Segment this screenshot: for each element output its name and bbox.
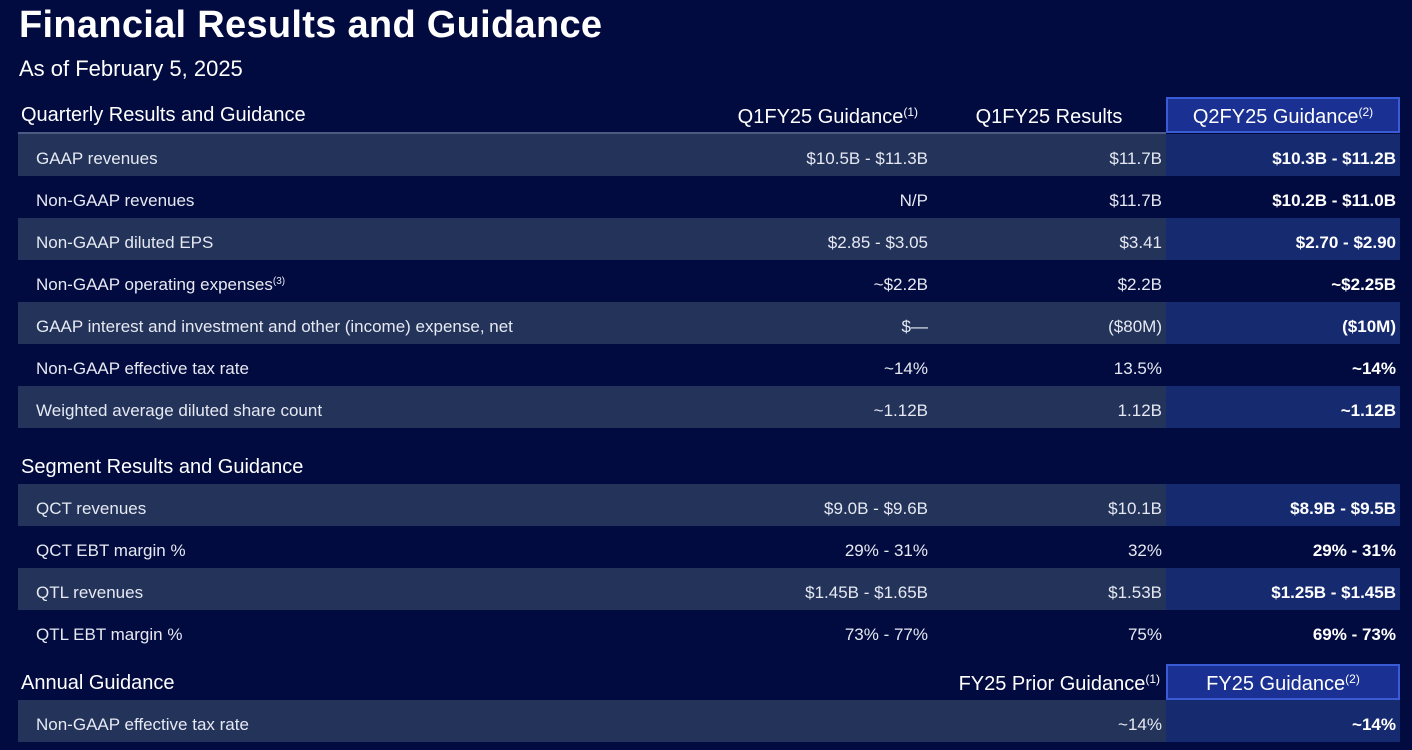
header-fy25-prior-guidance: FY25 Prior Guidance(1) (959, 664, 1160, 700)
q2-guidance-value: ~1.12B (1166, 386, 1400, 428)
footnote-marker: (1) (903, 105, 918, 119)
header-divider (18, 132, 1166, 134)
fy25-prior-guidance-value: ~14% (1118, 715, 1162, 734)
q1-results-value: $10.1B (1108, 499, 1162, 518)
q1-results-value: $11.7B (1109, 191, 1162, 210)
q1-results-value: 32% (1127, 541, 1162, 560)
row-label: QTL EBT margin % (36, 610, 182, 660)
row-label-text: Weighted average diluted share count (36, 401, 323, 420)
q2-guidance-value: $10.3B - $11.2B (1166, 134, 1400, 176)
q1-guidance-value: $2.85 - $3.05 (827, 233, 928, 252)
row-label: QCT EBT margin % (36, 526, 186, 576)
row-label-text: QTL EBT margin % (36, 625, 183, 644)
q1-guidance-value: 29% - 31% (844, 541, 928, 560)
q1-guidance-value: $1.45B - $1.65B (805, 583, 928, 602)
q2-guidance-value: 29% - 31% (1312, 541, 1396, 560)
row-label: Non-GAAP diluted EPS (36, 218, 213, 268)
q2-guidance-value: $2.70 - $2.90 (1166, 218, 1400, 260)
row-label: GAAP interest and investment and other (… (36, 302, 513, 352)
q2-guidance-value: $10.2B - $11.0B (1272, 191, 1396, 210)
q1-results-value: $11.7B (1109, 149, 1162, 168)
q2-guidance-value: ($10M) (1166, 302, 1400, 344)
row-label-text: QTL revenues (36, 583, 144, 602)
q1-guidance-value: $10.5B - $11.3B (806, 149, 928, 168)
row-label: Non-GAAP effective tax rate (36, 715, 249, 734)
q1-results-value: $1.53B (1108, 583, 1162, 602)
row-label-text: GAAP interest and investment and other (… (36, 317, 513, 336)
q1-results-value: ($80M) (1108, 317, 1162, 336)
row-label: QCT revenues (36, 484, 146, 534)
row-label: Non-GAAP operating expenses(3) (36, 260, 285, 310)
q1-guidance-value: N/P (899, 191, 928, 210)
header-label: Q1FY25 Guidance (737, 106, 904, 128)
table-row: Non-GAAP operating expenses(3) ~$2.2B $2.2… (18, 260, 1400, 302)
row-label-text: QCT revenues (36, 499, 147, 518)
table-row: QCT EBT margin % 29% - 31% 32% 29% - 31% (18, 526, 1400, 568)
q2-guidance-value: $1.25B - $1.45B (1166, 568, 1400, 610)
row-label: Non-GAAP revenues (36, 176, 194, 226)
fy25-guidance-value: ~14% (1166, 700, 1400, 742)
table-row: Weighted average diluted share count ~1.1… (18, 386, 1400, 428)
footnote-marker: (3) (272, 276, 286, 287)
row-label-text: Non-GAAP effective tax rate (36, 359, 249, 378)
row-label: Non-GAAP effective tax rate (36, 344, 249, 394)
q1-guidance-value: ~14% (884, 359, 928, 378)
header-label: Q1FY25 Results (975, 106, 1123, 128)
header-fy25-guidance: FY25 Guidance(2) (1166, 664, 1400, 700)
header-q2-guidance: Q2FY25 Guidance(2) (1166, 97, 1400, 133)
q1-results-value: 75% (1127, 625, 1162, 644)
header-q1-guidance: Q1FY25 Guidance(1) (738, 97, 918, 133)
row-label-text: GAAP revenues (36, 149, 158, 168)
row-label: QTL revenues (36, 568, 143, 618)
footnote-marker: (2) (1358, 105, 1374, 119)
row-label-text: QCT EBT margin % (36, 541, 186, 560)
row-label-text: Non-GAAP operating expenses (36, 275, 273, 294)
header-label: FY25 Guidance (1206, 673, 1346, 695)
q1-guidance-value: ~$2.2B (873, 275, 928, 294)
header-q1-results: Q1FY25 Results (932, 97, 1166, 133)
annual-heading: Annual Guidance (21, 672, 175, 694)
row-label-text: Non-GAAP diluted EPS (36, 233, 214, 252)
header-label: FY25 Prior Guidance (958, 673, 1146, 695)
table-row: Non-GAAP effective tax rate ~14% 13.5% ~14% (18, 344, 1400, 386)
q1-results-value: $3.41 (1119, 233, 1162, 252)
table-row: Non-GAAP effective tax rate ~14% ~14% (18, 700, 1400, 742)
q1-guidance-value: 73% - 77% (844, 625, 928, 644)
footnote-marker: (1) (1145, 672, 1160, 686)
footnote-marker: (2) (1345, 672, 1360, 686)
header-label: Q2FY25 Guidance (1192, 106, 1359, 128)
quarterly-heading: Quarterly Results and Guidance (21, 104, 306, 126)
row-label-text: Non-GAAP revenues (36, 191, 195, 210)
table-row: Non-GAAP revenues N/P $11.7B $10.2B - $11.0… (18, 176, 1400, 218)
q2-guidance-value: $8.9B - $9.5B (1166, 484, 1400, 526)
row-label: GAAP revenues (36, 134, 158, 184)
q1-results-value: 13.5% (1113, 359, 1162, 378)
table-row: QTL EBT margin % 73% - 77% 75% 69% - 73% (18, 610, 1400, 652)
table-row: GAAP interest and investment and other (… (18, 302, 1400, 344)
table-row: GAAP revenues $10.5B - $11.3B $11.7B $10.3B… (18, 134, 1400, 176)
q1-guidance-value: $9.0B - $9.6B (824, 499, 928, 518)
row-label: Weighted average diluted share count (36, 386, 322, 436)
q2-guidance-value: ~$2.25B (1331, 275, 1396, 294)
table-row: QTL revenues $1.45B - $1.65B $1.53B $1.25B … (18, 568, 1400, 610)
segment-heading: Segment Results and Guidance (21, 456, 304, 478)
page-subtitle: As of February 5, 2025 (19, 56, 243, 81)
table-row: QCT revenues $9.0B - $9.6B $10.1B $8.9B - $… (18, 484, 1400, 526)
page-title: Financial Results and Guidance (19, 4, 603, 46)
table-row: Non-GAAP diluted EPS $2.85 - $3.05 $3.41 $2… (18, 218, 1400, 260)
q2-guidance-value: ~14% (1352, 359, 1396, 378)
q1-guidance-value: $— (901, 317, 928, 336)
q2-guidance-value: 69% - 73% (1312, 625, 1396, 644)
q1-guidance-value: ~1.12B (873, 401, 928, 420)
q1-results-value: $2.2B (1117, 275, 1162, 294)
q1-results-value: 1.12B (1117, 401, 1162, 420)
